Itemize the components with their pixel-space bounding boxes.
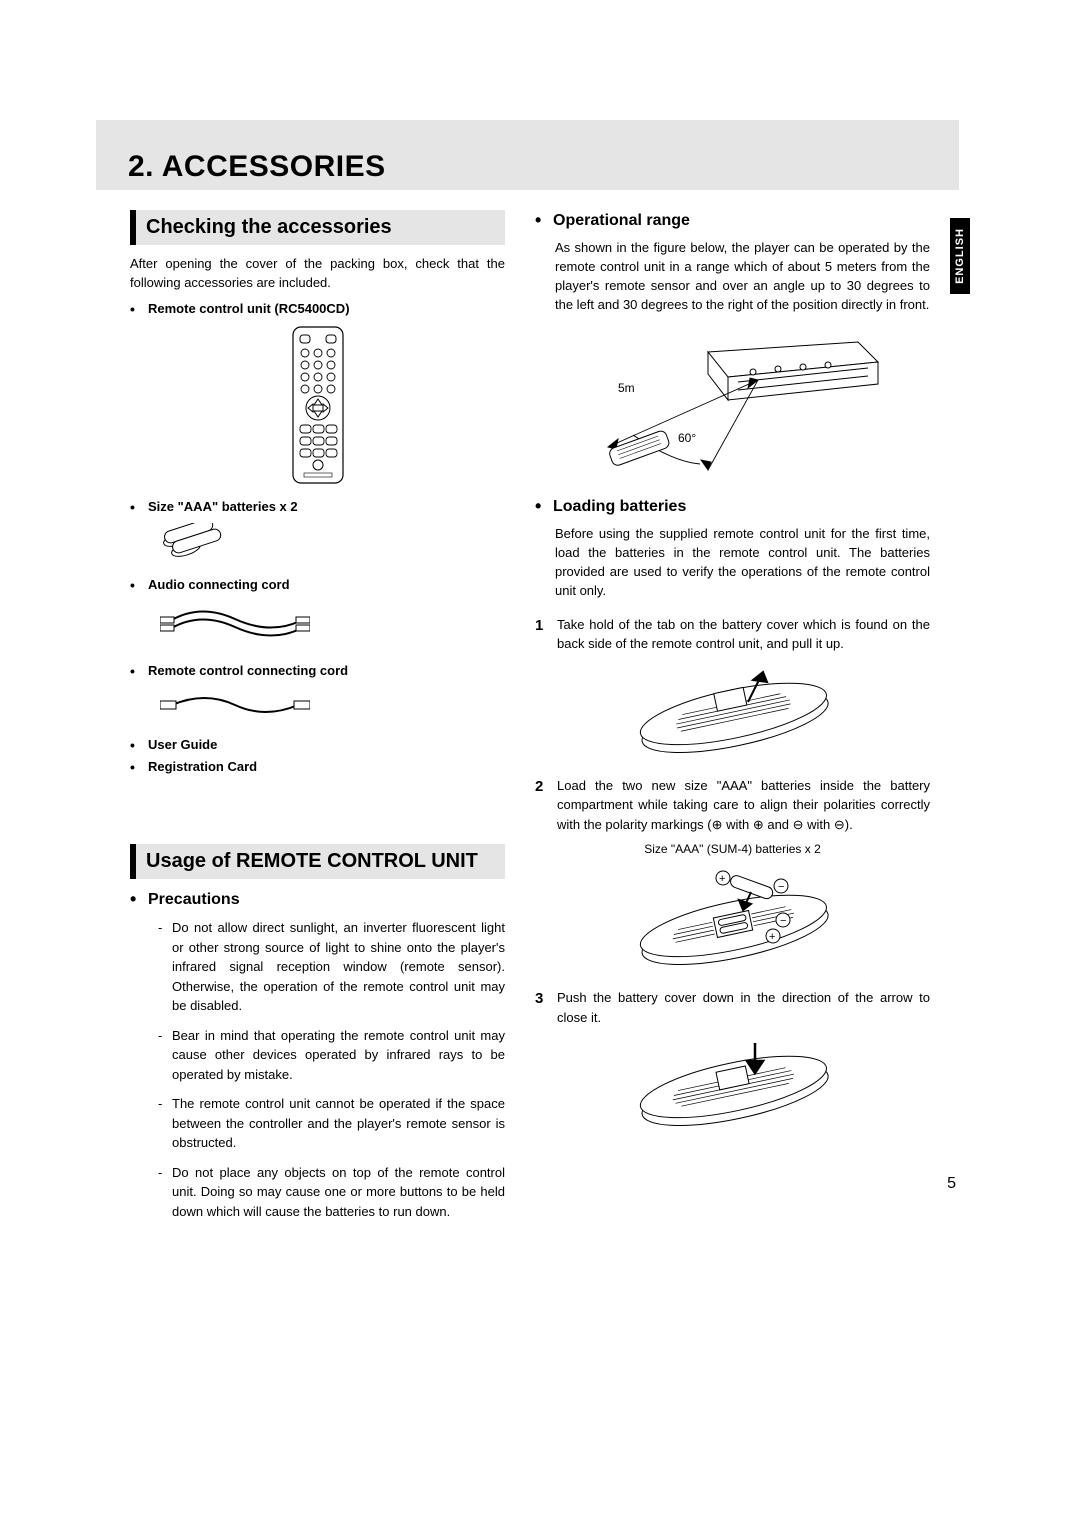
- accessory-label: Remote control unit (RC5400CD): [148, 301, 350, 316]
- svg-text:−: −: [780, 915, 786, 927]
- precautions-list: -Do not allow direct sunlight, an invert…: [130, 918, 505, 1221]
- right-column: • Operational range As shown in the figu…: [535, 210, 930, 1144]
- accessory-item: • User Guide: [130, 737, 505, 753]
- list-text: Bear in mind that operating the remote c…: [172, 1026, 505, 1085]
- list-text: Do not place any objects on top of the r…: [172, 1163, 505, 1222]
- step2-caption: Size "AAA" (SUM-4) batteries x 2: [535, 842, 930, 856]
- subheading-row: • Loading batteries: [535, 496, 930, 517]
- step-item: 3 Push the battery cover down in the dir…: [535, 988, 930, 1027]
- language-tab: ENGLISH: [950, 218, 970, 294]
- list-item: -Do not place any objects on top of the …: [158, 1163, 505, 1222]
- list-text: Do not allow direct sunlight, an inverte…: [172, 918, 505, 1016]
- step-text: Load the two new size "AAA" batteries in…: [557, 776, 930, 835]
- loading-subheading: Loading batteries: [553, 498, 686, 516]
- accessory-label: Remote control connecting cord: [148, 663, 348, 678]
- op-range-subheading: Operational range: [553, 212, 690, 230]
- accessory-label: Audio connecting cord: [148, 577, 290, 592]
- step3-figure: [535, 1035, 930, 1130]
- accessory-item: • Size "AAA" batteries x 2: [130, 499, 505, 515]
- rc-cord-figure: [130, 687, 505, 723]
- svg-text:−: −: [778, 881, 784, 893]
- section-heading-usage: Usage of REMOTE CONTROL UNIT: [130, 844, 505, 879]
- batteries-figure: [130, 523, 505, 563]
- audio-cord-figure: [130, 601, 505, 649]
- remote-control-figure: [130, 325, 505, 485]
- op-range-figure: 5m 60°: [535, 322, 930, 482]
- accessory-label: User Guide: [148, 737, 217, 752]
- step-text: Take hold of the tab on the battery cove…: [557, 615, 930, 654]
- step-number: 2: [535, 776, 557, 835]
- bullet-icon: •: [130, 737, 148, 753]
- accessory-label: Registration Card: [148, 759, 257, 774]
- accessory-item: • Audio connecting cord: [130, 577, 505, 593]
- accessory-item: • Remote control connecting cord: [130, 663, 505, 679]
- language-tab-label: ENGLISH: [954, 228, 966, 284]
- bullet-icon: •: [130, 889, 148, 910]
- label-60: 60°: [678, 431, 696, 445]
- step-number: 1: [535, 615, 557, 654]
- left-column-lower: Usage of REMOTE CONTROL UNIT • Precautio…: [130, 844, 505, 1231]
- label-5m: 5m: [618, 381, 635, 395]
- subheading-row: • Operational range: [535, 210, 930, 231]
- list-text: The remote control unit cannot be operat…: [172, 1094, 505, 1153]
- accessory-label: Size "AAA" batteries x 2: [148, 499, 298, 514]
- bullet-icon: •: [535, 210, 553, 231]
- list-item: -Bear in mind that operating the remote …: [158, 1026, 505, 1085]
- page-number: 5: [947, 1175, 956, 1193]
- step-item: 1 Take hold of the tab on the battery co…: [535, 615, 930, 654]
- bullet-icon: •: [130, 663, 148, 679]
- accessory-item: • Registration Card: [130, 759, 505, 775]
- precautions-subheading: Precautions: [148, 891, 240, 909]
- svg-text:+: +: [719, 873, 725, 885]
- step-item: 2 Load the two new size "AAA" batteries …: [535, 776, 930, 835]
- step2-figure: + − + −: [535, 864, 930, 974]
- bullet-icon: •: [130, 499, 148, 515]
- bullet-icon: •: [130, 577, 148, 593]
- section-heading-checking: Checking the accessories: [130, 210, 505, 245]
- loading-text: Before using the supplied remote control…: [535, 525, 930, 600]
- bullet-icon: •: [130, 759, 148, 775]
- checking-intro: After opening the cover of the packing b…: [130, 255, 505, 293]
- accessory-item: • Remote control unit (RC5400CD): [130, 301, 505, 317]
- list-item: -Do not allow direct sunlight, an invert…: [158, 918, 505, 1016]
- svg-text:+: +: [769, 931, 775, 943]
- bullet-icon: •: [535, 496, 553, 517]
- step-text: Push the battery cover down in the direc…: [557, 988, 930, 1027]
- op-range-text: As shown in the figure below, the player…: [535, 239, 930, 314]
- list-item: -The remote control unit cannot be opera…: [158, 1094, 505, 1153]
- subheading-row: • Precautions: [130, 889, 505, 910]
- bullet-icon: •: [130, 301, 148, 317]
- step-number: 3: [535, 988, 557, 1027]
- step1-figure: [535, 662, 930, 762]
- chapter-title: 2. ACCESSORIES: [128, 150, 386, 184]
- manual-page: 2. ACCESSORIES ENGLISH Checking the acce…: [0, 0, 1080, 1528]
- left-column: Checking the accessories After opening t…: [130, 210, 505, 775]
